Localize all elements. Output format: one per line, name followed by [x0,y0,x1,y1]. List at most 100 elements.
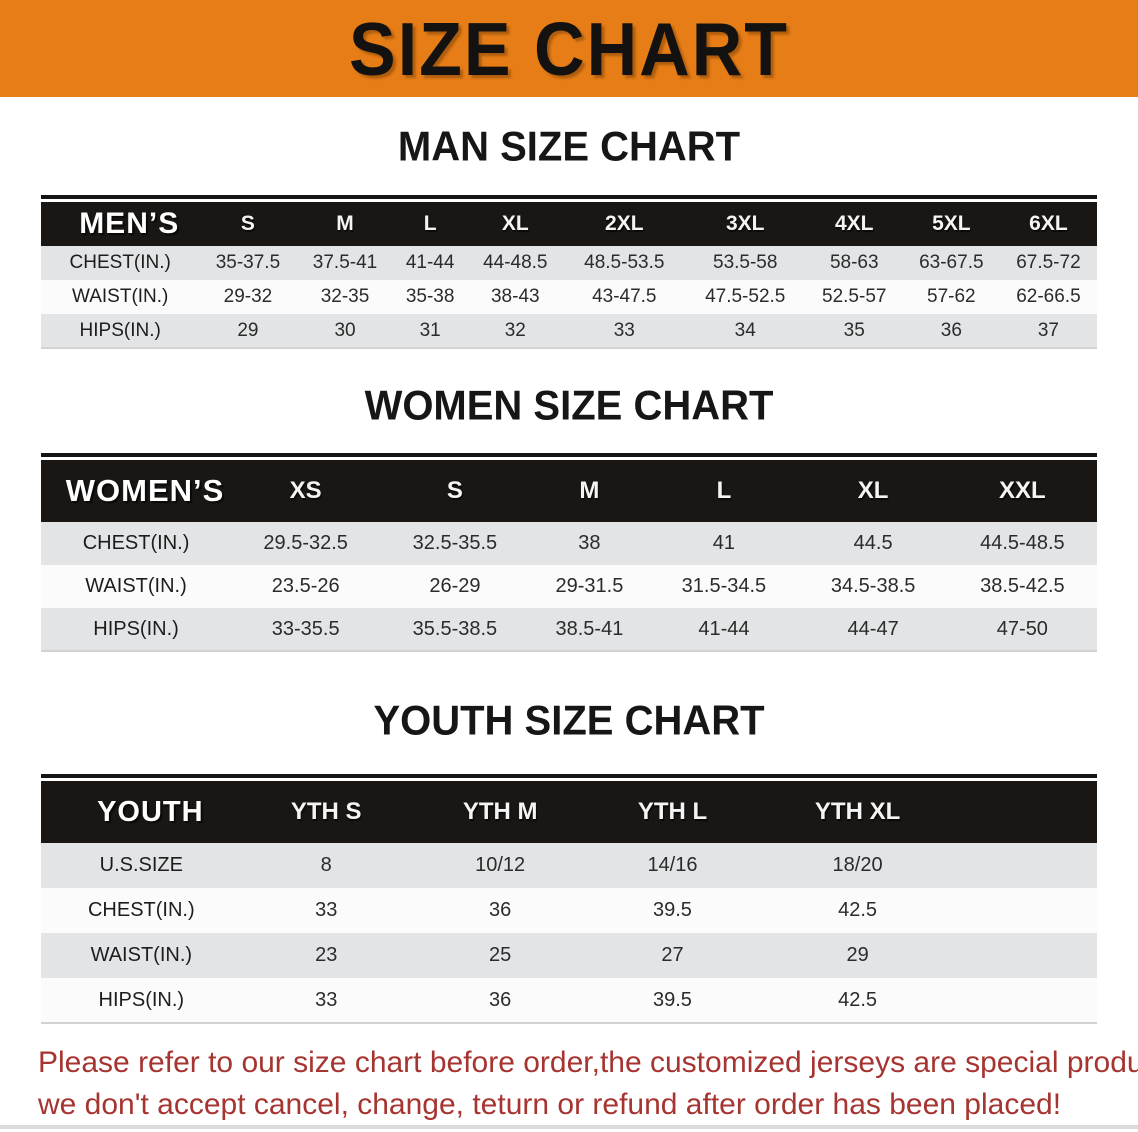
measurement-cell: 29-31.5 [555,575,624,597]
measurement-cell: 39.5 [653,899,692,921]
measurement-cell: 29 [846,944,869,966]
measurement-cell: 29 [237,319,259,341]
measurement-cell: 32 [504,319,526,341]
women-size-column-header: M [579,477,600,504]
measurement-cell: 57-62 [927,286,976,307]
measurement-cell: 47-50 [996,617,1048,640]
row-spacer [960,888,1097,933]
row-label: CHEST(IN.) [87,899,195,921]
measurement-cell: 35-37.5 [215,252,281,273]
measurement-cell: 18/20 [832,854,883,876]
measurement-cell: 48.5-53.5 [584,252,665,273]
size-chart-banner: SIZE CHART [0,0,1138,97]
women-size-column-header: XL [857,477,889,504]
row-spacer [960,978,1097,1023]
measurement-cell: 35 [843,319,865,341]
measurement-cell: 41-44 [698,617,750,640]
measurement-cell: 44.5 [853,532,893,554]
measurement-cell: 33 [613,319,635,341]
measurement-cell: 33 [315,899,338,921]
row-label: WAIST(IN.) [85,575,187,597]
measurement-cell: 23.5-26 [271,575,340,597]
measurement-cell: 36 [489,899,512,921]
row-label: U.S.SIZE [99,854,183,876]
measurement-cell: 26-29 [429,575,481,597]
man-size-table: MEN’S S M L XL 2XL 3XL 4XL 5XL 6XL CHEST(IN.) 35-37… [41,195,1097,349]
measurement-cell: 44-48.5 [483,252,548,273]
women-table-row: HIPS(IN.) 33-35.5 35.5-38.5 38.5-41 41-44 44-… [41,608,1097,651]
measurement-cell: 42.5 [838,899,878,921]
man-table-row: HIPS(IN.) 29 30 31 32 33 34 35 36 37 [41,314,1097,348]
man-size-column-header: 2XL [605,212,644,235]
measurement-cell: 44-47 [847,617,899,640]
man-size-column-header: 6XL [1029,212,1068,235]
man-size-column-header: S [240,212,255,235]
row-label: HIPS(IN.) [98,988,185,1011]
man-size-chart-heading: MAN SIZE CHART [397,123,741,171]
women-table-row: WAIST(IN.) 23.5-26 26-29 29-31.5 31.5-34.5 34… [41,565,1097,608]
man-size-column-header: 4XL [834,212,874,235]
disclaimer-text: Please refer to our size chart before or… [38,1042,1138,1126]
women-size-column-header: S [446,477,463,504]
youth-table-row: U.S.SIZE 8 10/12 14/16 18/20 [41,843,1097,888]
row-spacer [960,933,1097,978]
youth-size-chart-heading: YOUTH SIZE CHART [373,697,765,745]
size-tables: MAN SIZE CHART MEN’S S M L XL 2XL 3XL 4XL 5XL 6XL C… [0,123,1138,1024]
row-label: WAIST(IN.) [90,944,193,966]
man-table-row: CHEST(IN.) 35-37.5 37.5-41 41-44 44-48.5 48.5… [41,246,1097,280]
row-spacer [960,843,1097,888]
measurement-cell: 47.5-52.5 [705,286,786,307]
measurement-cell: 35.5-38.5 [412,617,498,640]
measurement-cell: 32-35 [320,286,370,307]
measurement-cell: 53.5-58 [713,252,778,273]
youth-size-table: YOUTH YTH S YTH M YTH L YTH XL U.S.SIZE 8 10/12… [41,774,1097,1024]
row-label: WAIST(IN.) [71,286,169,307]
man-size-column-header: 3XL [725,212,765,235]
measurement-cell: 38 [578,532,601,554]
measurement-cell: 14/16 [647,854,698,876]
youth-table-title: YOUTH [97,795,204,828]
measurement-cell: 37 [1037,319,1059,341]
women-size-table: WOMEN’S XS S M L XL XXL CHEST(IN.) 29.5-32.5 32.5… [41,453,1097,652]
women-size-chart-heading: WOMEN SIZE CHART [364,382,774,430]
measurement-cell: 29.5-32.5 [263,532,348,554]
measurement-cell: 27 [661,944,684,966]
man-table-title: MEN’S [79,207,180,240]
measurement-cell: 52.5-57 [822,286,887,307]
man-table-row: WAIST(IN.) 29-32 32-35 35-38 38-43 43-47.5 47.… [41,280,1097,314]
row-label: CHEST(IN.) [69,252,171,273]
measurement-cell: 67.5-72 [1016,252,1081,273]
youth-size-column-header: YTH M [462,798,538,825]
man-size-column-header: XL [501,212,529,235]
youth-size-column-header: YTH S [290,798,362,825]
measurement-cell: 63-67.5 [919,252,984,273]
disclaimer-line-1: Please refer to our size chart before or… [38,1046,1138,1079]
measurement-cell: 33-35.5 [271,617,340,640]
youth-table-row: CHEST(IN.) 33 36 39.5 42.5 [41,888,1097,933]
measurement-cell: 30 [334,319,356,341]
measurement-cell: 39.5 [653,988,692,1011]
women-table-title: WOMEN’S [65,473,225,508]
youth-size-column-header: YTH L [637,798,708,825]
measurement-cell: 41-44 [405,252,455,273]
measurement-cell: 44.5-48.5 [980,532,1065,554]
man-size-column-header: 5XL [932,212,971,235]
measurement-cell: 38.5-42.5 [980,575,1065,597]
women-size-column-header: XS [289,477,322,504]
measurement-cell: 43-47.5 [592,286,657,307]
measurement-cell: 42.5 [838,988,878,1011]
measurement-cell: 38.5-41 [555,617,624,640]
measurement-cell: 35-38 [405,286,455,307]
measurement-cell: 31.5-34.5 [681,575,767,597]
women-table-row: CHEST(IN.) 29.5-32.5 32.5-35.5 38 41 44.5 44.5… [41,522,1097,565]
banner-title: SIZE CHART [349,6,789,91]
measurement-cell: 33 [315,988,338,1011]
measurement-cell: 38-43 [490,286,540,307]
row-label: HIPS(IN.) [93,617,179,640]
measurement-cell: 37.5-41 [312,252,378,273]
measurement-cell: 32.5-35.5 [412,532,498,554]
measurement-cell: 36 [489,988,512,1011]
measurement-cell: 36 [940,319,962,341]
youth-table-row: WAIST(IN.) 23 25 27 29 [41,933,1097,978]
measurement-cell: 25 [489,944,512,966]
